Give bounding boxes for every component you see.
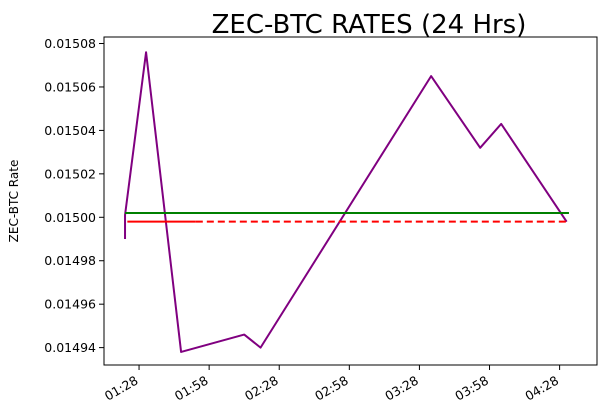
y-tick-label: 0.01498 bbox=[44, 253, 96, 268]
axes: 0.01494 0.01496 0.01498 0.01500 0.01502 0.015… bbox=[44, 36, 598, 404]
x-tick-label: 02:28 bbox=[242, 373, 281, 404]
plot-frame bbox=[103, 36, 598, 366]
y-tick-label: 0.01508 bbox=[44, 36, 96, 51]
x-tick-label: 02:58 bbox=[312, 373, 351, 404]
y-tick-label: 0.01502 bbox=[44, 166, 96, 181]
chart-title: ZEC-BTC RATES (24 Hrs) bbox=[212, 10, 527, 40]
y-tick-label: 0.01494 bbox=[44, 340, 96, 355]
x-tick-label: 03:28 bbox=[382, 373, 421, 404]
plot-area bbox=[124, 51, 570, 353]
x-tick-label: 01:28 bbox=[102, 373, 141, 404]
y-tick-label: 0.01496 bbox=[44, 297, 96, 312]
x-tick-label: 01:58 bbox=[172, 373, 211, 404]
series-rate-line bbox=[124, 51, 568, 353]
x-tick-label: 04:28 bbox=[522, 373, 561, 404]
y-tick-label: 0.01500 bbox=[44, 210, 96, 225]
x-tick-label: 03:58 bbox=[452, 373, 491, 404]
y-tick-label: 0.01504 bbox=[44, 123, 96, 138]
y-tick-label: 0.01506 bbox=[44, 79, 96, 94]
y-axis-label: ZEC-BTC Rate bbox=[7, 160, 21, 243]
